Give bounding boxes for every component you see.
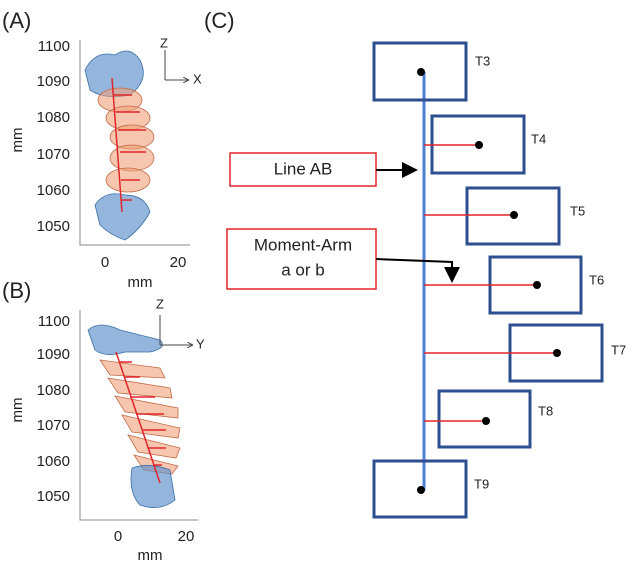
panel-label: (B): [2, 278, 31, 303]
orientation-indicator: Z Y: [156, 296, 205, 351]
y-tick-label: 1090: [37, 346, 70, 363]
orientation-indicator: Z X: [160, 35, 202, 86]
vertebra: T5: [424, 188, 585, 244]
x-tick-label: 20: [170, 254, 187, 271]
vertebra: T4: [424, 116, 546, 173]
x-tick-label: 0: [114, 528, 122, 545]
y-tick-label: 1080: [37, 382, 70, 399]
axis-indicator-label: X: [193, 71, 202, 86]
vertebra-label: T8: [538, 403, 553, 418]
callout-text: Line AB: [274, 159, 333, 178]
panel-label: (C): [204, 8, 235, 33]
y-tick-label: 1050: [37, 218, 70, 235]
y-tick-label: 1070: [37, 146, 70, 163]
panel-c: (C) T3 T4 T5 T6 T7: [204, 8, 626, 517]
figure: (A) 1100 1090 1080 1070 1060 1050 0 20 m…: [0, 0, 633, 567]
callout-text: Moment-Arm: [254, 235, 352, 254]
y-tick-label: 1080: [37, 109, 70, 126]
x-tick-label: 0: [101, 254, 109, 271]
spine-render: [85, 51, 154, 240]
y-tick-label: 1050: [37, 488, 70, 505]
y-tick-label: 1060: [37, 182, 70, 199]
vertebra-label: T7: [611, 342, 626, 357]
axis-indicator-label: Y: [196, 336, 205, 351]
x-axis-label: mm: [128, 274, 153, 291]
axis-indicator-label: Z: [156, 296, 164, 311]
y-tick-label: 1070: [37, 417, 70, 434]
panel-a: (A) 1100 1090 1080 1070 1060 1050 0 20 m…: [2, 8, 202, 291]
y-tick-label: 1100: [38, 313, 70, 330]
vertebra-label: T9: [474, 476, 489, 491]
vertebra: T8: [424, 391, 553, 447]
vertebra-label: T4: [531, 131, 546, 146]
panel-b: (B) 1100 1090 1080 1070 1060 1050 0 20 m…: [2, 278, 205, 564]
panel-label: (A): [2, 8, 31, 33]
vertebra: T3: [374, 43, 490, 100]
vertebra: T7: [424, 325, 626, 381]
x-axis-label: mm: [138, 547, 163, 564]
callout: Moment-Arm a or b: [227, 229, 452, 289]
callout-text: a or b: [281, 260, 324, 279]
spine-render: [88, 325, 180, 508]
y-axis-label: mm: [9, 128, 26, 153]
y-tick-label: 1090: [37, 73, 70, 90]
callout: Line AB: [230, 153, 416, 186]
vertebra-label: T6: [589, 272, 604, 287]
x-tick-label: 20: [178, 528, 195, 545]
y-tick-label: 1060: [37, 453, 70, 470]
axis-indicator-label: Z: [160, 35, 168, 50]
y-tick-label: 1100: [38, 38, 70, 55]
vertebra-label: T5: [570, 203, 585, 218]
y-axis-label: mm: [9, 398, 26, 423]
vertebra: T9: [374, 461, 489, 517]
vertebra-label: T3: [475, 53, 490, 68]
